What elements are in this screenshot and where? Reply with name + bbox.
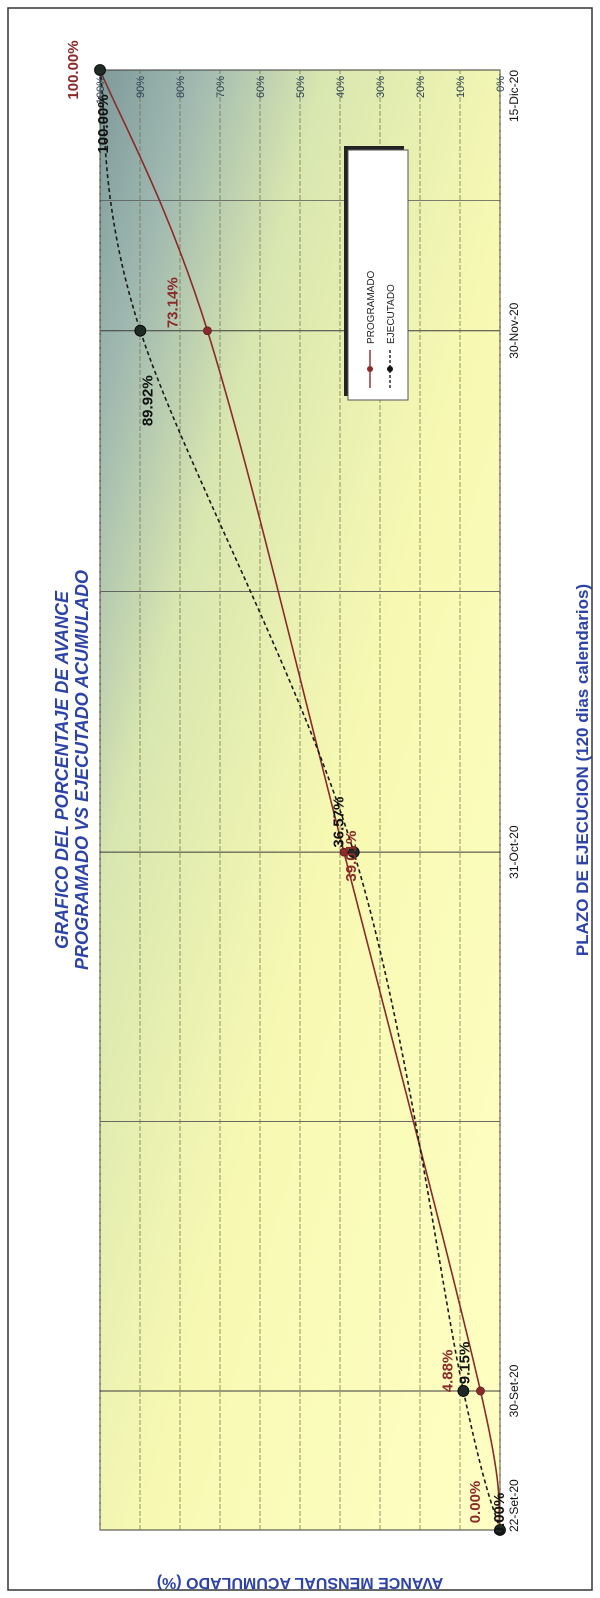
- point-label-ejecutado-4: 100.00%: [95, 94, 112, 153]
- legend-label-programado: PROGRAMADO: [366, 270, 377, 344]
- marker-programado-1: [476, 1386, 485, 1396]
- point-label-ejecutado-1: 9.15%: [456, 1342, 473, 1385]
- chart-title-line2: PROGRAMADO VS EJECUTADO ACUMULADO: [72, 570, 92, 970]
- chart-title-line1: GRAFICO DEL PORCENTAJE DE AVANCE: [52, 590, 72, 949]
- y-tick-label-10: 100%: [95, 76, 107, 104]
- marker-ejecutado-4: [94, 64, 106, 76]
- x-tick-label-3: 30-Nov-20: [507, 302, 521, 358]
- legend: PROGRAMADO EJECUTADO: [344, 146, 409, 401]
- marker-ejecutado-0: [494, 1524, 506, 1536]
- point-label-programado-1: 4.88%: [439, 1350, 456, 1393]
- y-tick-label-2: 20%: [415, 76, 427, 98]
- legend-marker-programado: [367, 366, 373, 372]
- y-tick-label-4: 40%: [335, 76, 347, 98]
- marker-ejecutado-2: [347, 846, 360, 859]
- point-label-programado-0: 0.00%: [467, 1481, 484, 1524]
- marker-ejecutado-1: [457, 1385, 470, 1397]
- y-tick-label-7: 70%: [215, 76, 227, 98]
- y-tick-label-8: 80%: [175, 76, 187, 98]
- legend-marker-ejecutado: [387, 366, 393, 372]
- legend-label-ejecutado: EJECUTADO: [386, 284, 397, 344]
- x-tick-label-1: 30-Set-20: [507, 1364, 521, 1417]
- x-tick-label-2: 31-Oct-20: [507, 825, 521, 879]
- y-tick-label-3: 30%: [375, 76, 387, 98]
- x-tick-label-0: 22-Set-20: [507, 1479, 521, 1532]
- y-tick-label-6: 60%: [255, 76, 267, 98]
- y-tick-label-9: 90%: [135, 76, 147, 98]
- y-tick-label-0: 0%: [495, 76, 507, 92]
- marker-ejecutado-3: [134, 324, 147, 337]
- y-tick-label-5: 50%: [295, 76, 307, 98]
- x-tick-label-4: 15-Dic-20: [507, 70, 521, 122]
- point-label-programado-4: 100.00%: [65, 40, 82, 99]
- point-label-ejecutado-3: 89.92%: [139, 375, 156, 426]
- point-label-programado-3: 73.14%: [164, 277, 181, 328]
- marker-programado-3: [203, 326, 212, 336]
- point-label-programado-2: 39.01%: [343, 831, 360, 882]
- point-label-ejecutado-0: 0.00%: [491, 1493, 508, 1536]
- y-tick-label-1: 10%: [455, 76, 467, 98]
- point-label-ejecutado-2: 36.57%: [331, 797, 348, 848]
- y-axis-label: AVANCE MENSUAL ACUMULADO (%): [157, 1574, 444, 1591]
- x-axis-label: PLAZO DE EJECUCION (120 dias calendarios…: [573, 584, 592, 956]
